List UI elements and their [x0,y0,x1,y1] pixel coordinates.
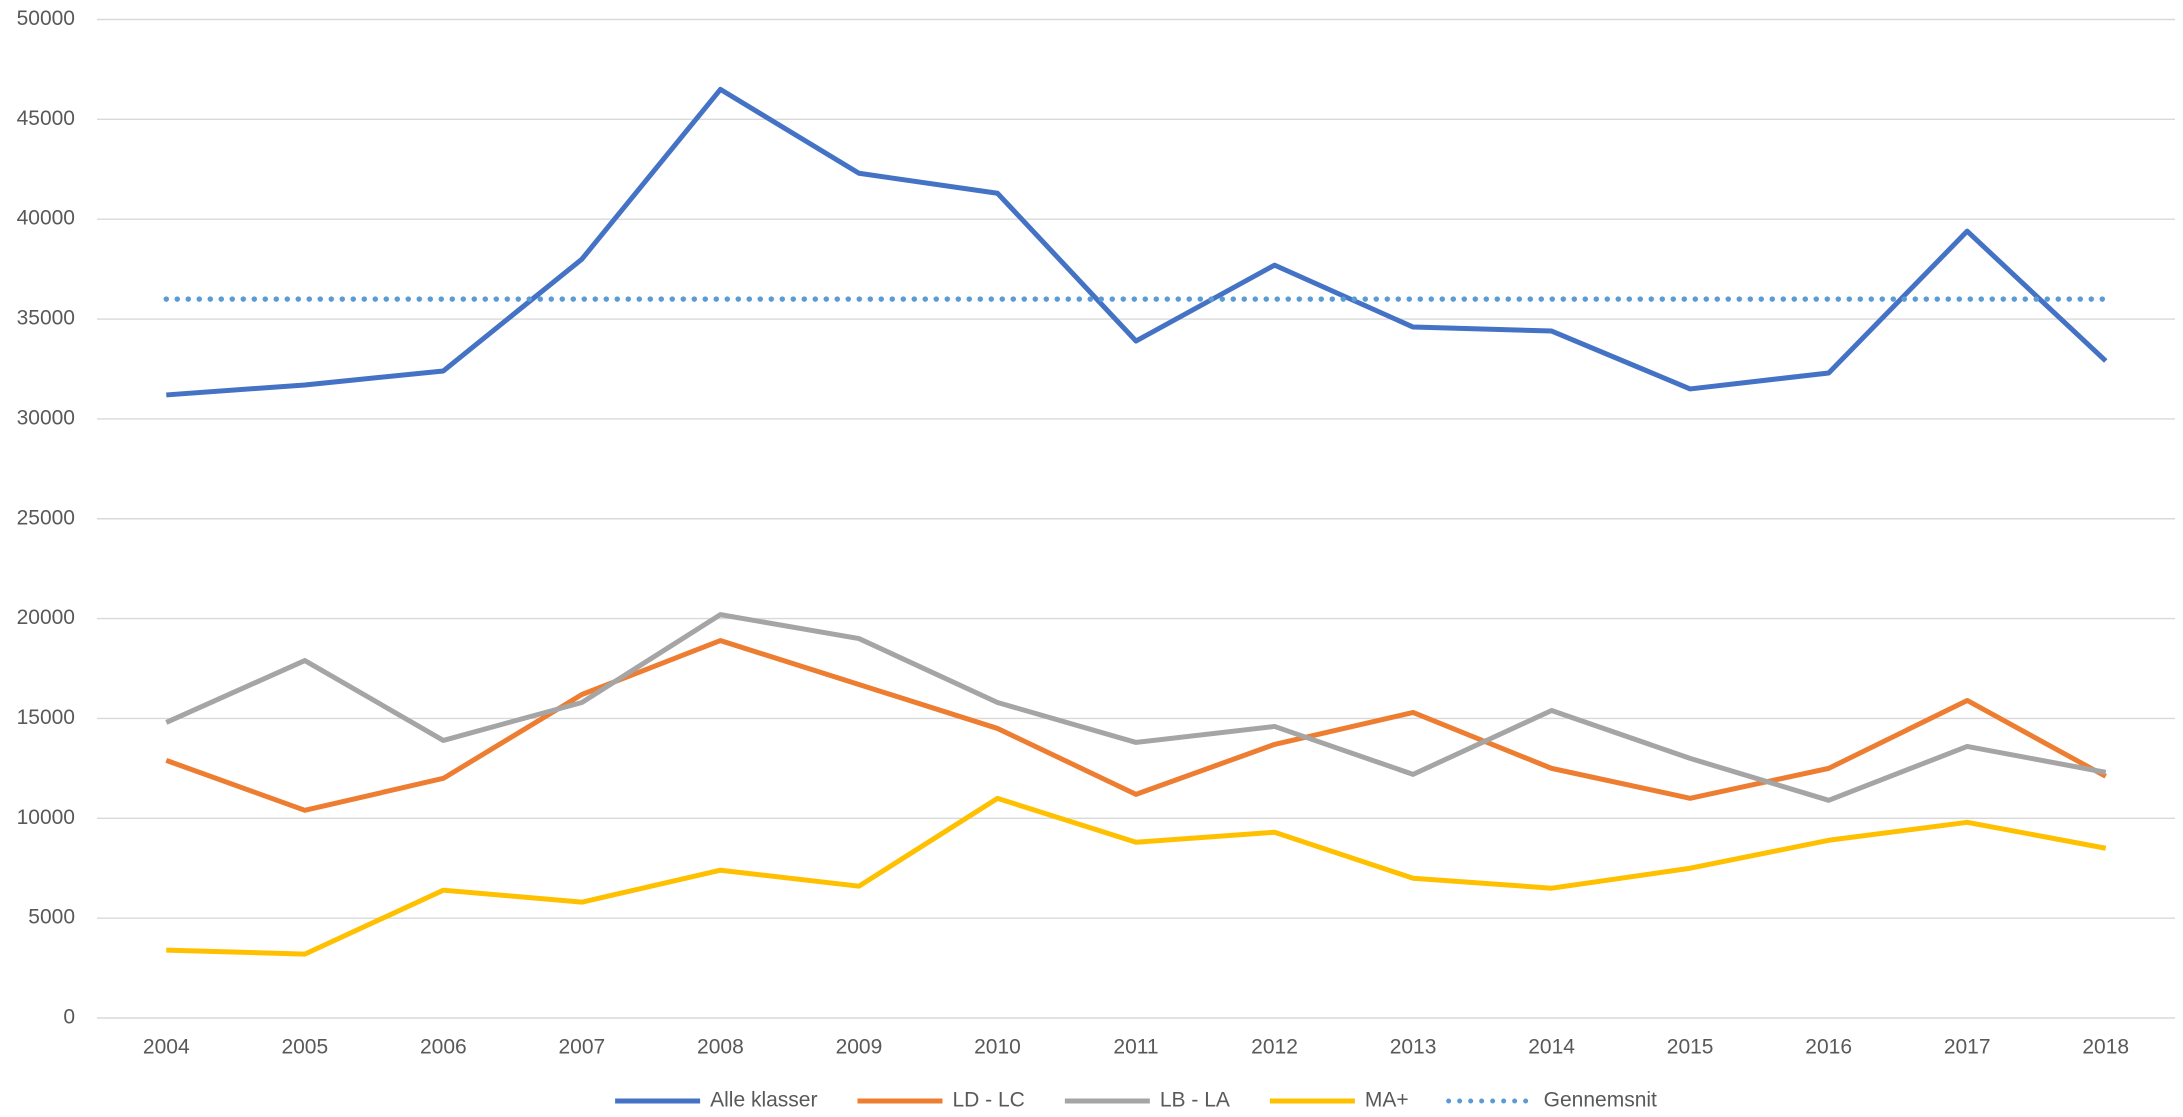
x-tick-label: 2005 [281,1036,328,1059]
y-tick-label: 30000 [17,406,75,429]
y-tick-label: 35000 [17,307,75,330]
y-tick-label: 10000 [17,806,75,829]
y-tick-label: 50000 [17,7,75,30]
x-tick-label: 2014 [1528,1036,1575,1059]
x-tick-label: 2018 [2082,1036,2129,1059]
x-tick-label: 2011 [1113,1036,1158,1059]
legend-label: Gennemsnit [1544,1089,1657,1112]
series-line [166,795,2107,957]
x-tick-label: 2006 [420,1036,467,1059]
series-line [166,86,2108,398]
y-tick-label: 20000 [17,606,75,629]
x-tick-label: 2004 [143,1036,190,1059]
x-tick-label: 2009 [836,1036,883,1059]
x-tick-label: 2016 [1805,1036,1852,1059]
legend-label: MA+ [1365,1089,1409,1112]
x-tick-label: 2007 [559,1036,606,1059]
x-tick-label: 2015 [1667,1036,1714,1059]
x-tick-label: 2013 [1390,1036,1437,1059]
y-tick-label: 25000 [17,506,75,529]
legend-label: LB - LA [1160,1089,1230,1112]
series-line [165,612,2107,803]
y-tick-label: 15000 [17,706,75,729]
series-line [165,638,2107,813]
y-tick-label: 45000 [17,107,75,130]
legend-label: LD - LC [952,1089,1024,1112]
x-tick-label: 2010 [974,1036,1021,1059]
legend-label: Alle klasser [710,1089,817,1112]
y-tick-label: 5000 [28,906,75,929]
y-tick-label: 0 [63,1006,75,1029]
x-tick-label: 2017 [1944,1036,1991,1059]
x-tick-label: 2012 [1251,1036,1298,1059]
y-tick-label: 40000 [17,207,75,230]
x-tick-label: 2008 [697,1036,744,1059]
